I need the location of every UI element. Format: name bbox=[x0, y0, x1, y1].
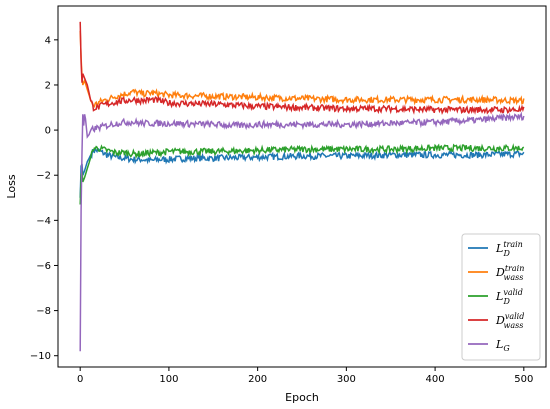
y-axis-label: Loss bbox=[5, 174, 18, 198]
legend-entry-label: Ltrain D bbox=[495, 240, 523, 258]
y-tick-label: −4 bbox=[36, 216, 51, 227]
x-tick-label: 400 bbox=[426, 374, 445, 385]
x-axis-label: Epoch bbox=[285, 391, 319, 404]
y-tick-label: 2 bbox=[45, 80, 51, 91]
legend-entry-label: Dvalid wass bbox=[495, 312, 524, 330]
x-tick-label: 300 bbox=[337, 374, 356, 385]
series-line-2 bbox=[79, 143, 525, 205]
y-tick-label: −2 bbox=[36, 171, 51, 182]
x-tick-label: 200 bbox=[248, 374, 267, 385]
x-tick-label: 100 bbox=[159, 374, 178, 385]
y-tick-label: 4 bbox=[45, 35, 51, 46]
series-line-4 bbox=[79, 111, 525, 352]
y-axis: −10 −8 −6 −4 −2 0 2 4 bbox=[30, 35, 58, 362]
legend-entry-label: Lvalid D bbox=[495, 288, 523, 306]
y-tick-label: −6 bbox=[36, 261, 51, 272]
legend-entry-label: LG bbox=[495, 338, 510, 353]
legend-entry-label: Dtrain wass bbox=[495, 264, 524, 282]
series-line-0 bbox=[79, 147, 525, 198]
series-line-3 bbox=[79, 21, 525, 116]
y-tick-label: −10 bbox=[30, 351, 51, 362]
plot-area bbox=[79, 21, 525, 352]
legend-box bbox=[461, 233, 541, 361]
x-axis: 0 100 200 300 400 500 bbox=[77, 367, 533, 385]
x-tick-label: 500 bbox=[514, 374, 533, 385]
y-tick-label: −8 bbox=[36, 306, 51, 317]
x-tick-label: 0 bbox=[77, 374, 83, 385]
series-line-1 bbox=[79, 30, 525, 109]
plot-frame bbox=[57, 5, 547, 368]
y-tick-label: 0 bbox=[45, 126, 51, 137]
legend: Ltrain D Dtrain wass Lvalid D Dvalid wass LG bbox=[461, 233, 541, 361]
